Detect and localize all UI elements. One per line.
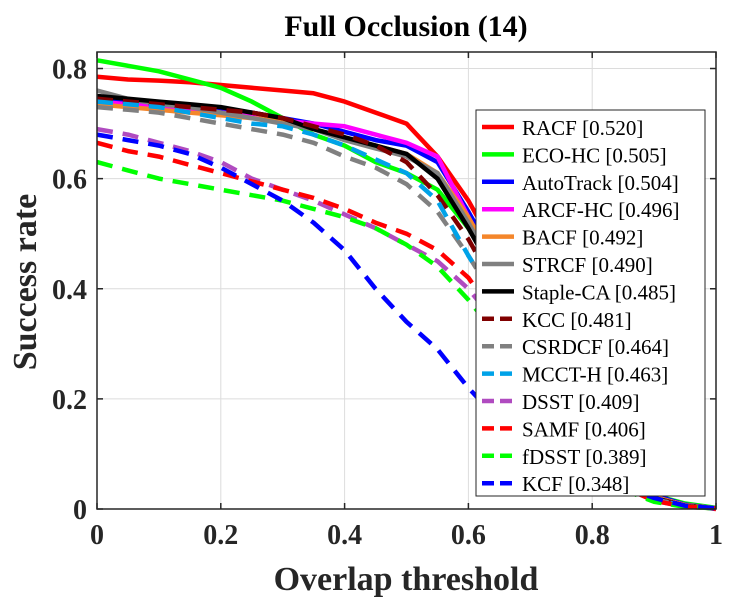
x-tick-label: 0.6 [451, 520, 486, 551]
x-tick-label: 0 [90, 520, 104, 551]
legend-label: STRCF [0.490] [522, 253, 653, 277]
legend-box [475, 109, 706, 497]
y-tick-label: 0 [73, 495, 87, 526]
y-axis-label: Success rate [7, 194, 44, 371]
legend: RACF [0.520] ECO-HC [0.505] AutoTrack [0.5… [475, 109, 706, 497]
x-axis-label: Overlap threshold [274, 561, 539, 598]
x-tick-label: 0.4 [327, 520, 362, 551]
legend-label: CSRDCF [0.464] [522, 335, 669, 359]
legend-label: AutoTrack [0.504] [522, 171, 679, 195]
legend-label: ECO-HC [0.505] [522, 143, 667, 167]
axis-ticks: 0 0.2 0.4 0.6 0.8 1 0 0.2 0.4 0.6 0.8 [52, 52, 723, 551]
y-tick-label: 0.2 [52, 385, 87, 416]
legend-label: ARCF-HC [0.496] [522, 198, 680, 222]
legend-label: KCC [0.481] [522, 308, 632, 332]
legend-label: MCCT-H [0.463] [522, 363, 668, 387]
x-tick-label: 0.2 [203, 520, 238, 551]
legend-label: Staple-CA [0.485] [522, 280, 676, 304]
y-tick-label: 0.6 [52, 165, 87, 196]
legend-label: RACF [0.520] [522, 116, 643, 140]
chart-title: Full Occlusion (14) [284, 10, 527, 43]
series-line-kcc [96, 96, 717, 511]
x-tick-label: 0.8 [575, 520, 610, 551]
y-tick-label: 0.8 [52, 55, 87, 86]
y-tick-label: 0.4 [52, 275, 87, 306]
series-line-dsst [96, 126, 717, 511]
legend-label: fDSST [0.389] [522, 445, 646, 469]
plot-frame [96, 51, 717, 510]
legend-label: BACF [0.492] [522, 226, 643, 250]
legend-label: SAMF [0.406] [522, 417, 646, 441]
legend-label: KCF [0.348] [522, 472, 629, 496]
legend-label: DSST [0.409] [522, 390, 639, 414]
series-line-samf [96, 140, 717, 511]
x-tick-label: 1 [709, 520, 723, 551]
